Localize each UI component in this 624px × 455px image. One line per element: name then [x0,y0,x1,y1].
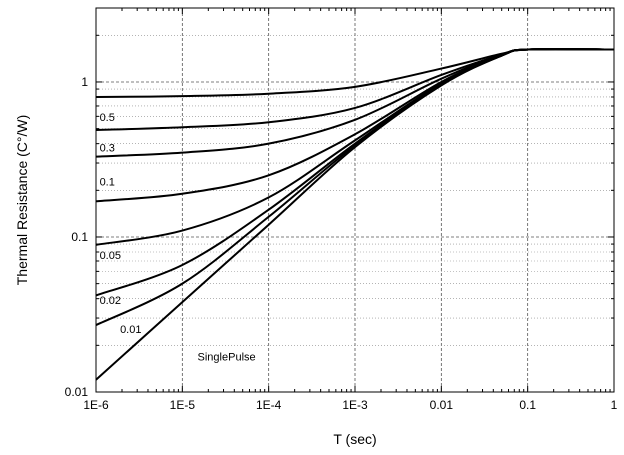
x-tick-label: 0.01 [430,398,454,412]
tick-labels: 1E-6 1E-5 1E-4 1E-3 0.01 0.1 1 0.01 0.1 1 [65,75,618,412]
y-tick-label: 0.1 [71,230,88,244]
series-line [95,48,615,381]
axis-ticks [95,8,615,393]
x-tick-label: 1E-3 [342,398,368,412]
series-lines [95,48,615,381]
series-label: 0.3 [100,143,115,155]
series-label: 0.05 [100,250,121,262]
series-label: SinglePulse [198,351,256,363]
x-axis-title: T (sec) [333,431,376,447]
x-tick-label: 0.1 [519,398,536,412]
series-label: 0.1 [100,176,115,188]
series-labels: 0.5 0.3 0.1 0.05 0.02 0.01 SinglePulse [100,112,256,363]
y-tick-label: 0.01 [65,385,89,399]
series-label: 0.5 [100,112,115,124]
series-label: 0.02 [100,295,121,307]
x-tick-label: 1 [611,398,618,412]
x-tick-label: 1E-6 [83,398,109,412]
series-label: 0.01 [120,324,141,336]
y-axis-title: Thermal Resistance (C°/W) [14,115,30,286]
x-tick-label: 1E-4 [256,398,282,412]
x-tick-label: 1E-5 [170,398,196,412]
y-tick-label: 1 [81,75,88,89]
grid-lines [96,8,614,392]
